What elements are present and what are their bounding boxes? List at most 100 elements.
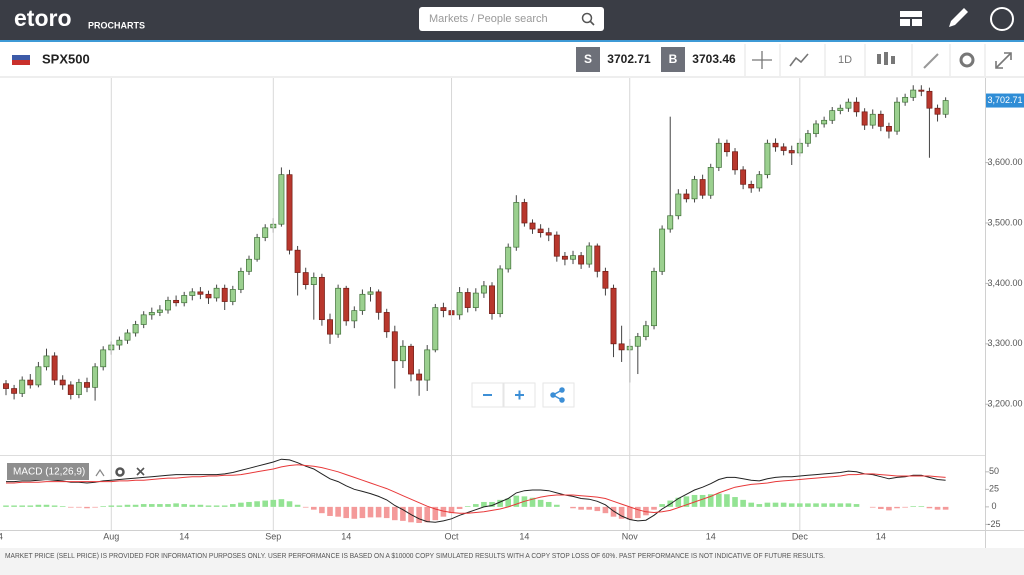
histogram-bar [626, 506, 633, 520]
search-icon-handle [589, 20, 595, 26]
candle-body [318, 277, 325, 321]
histogram-bar [732, 497, 738, 507]
candle-body [43, 355, 50, 368]
histogram-bar [497, 499, 503, 507]
histogram-bar [481, 501, 487, 507]
histogram-bar [691, 494, 698, 507]
logo[interactable]: etoro [14, 5, 72, 31]
move-up-icon[interactable] [95, 468, 105, 477]
histogram-bar [545, 501, 552, 507]
candle-body [408, 345, 414, 375]
candle-body [804, 133, 811, 144]
x-tick-label: Aug [103, 531, 119, 541]
histogram-bar [35, 504, 42, 507]
candle-body [553, 234, 560, 257]
share-button[interactable] [542, 382, 575, 408]
histogram-bar [934, 506, 941, 510]
histogram-bar [748, 502, 755, 507]
histogram-bar [392, 506, 398, 521]
candle-body [659, 228, 666, 272]
candle-body [934, 107, 941, 115]
histogram-bar [343, 506, 350, 519]
candle-body [391, 331, 398, 362]
buy-letter: B [669, 52, 678, 66]
candle-body [480, 285, 487, 294]
candle-body [294, 249, 301, 273]
histogram-bar [942, 506, 949, 510]
candle-body [675, 193, 682, 217]
search-box[interactable] [419, 7, 604, 31]
histogram-bar [440, 506, 447, 517]
histogram-bar [149, 504, 155, 507]
candle-body [910, 89, 917, 98]
indicator-settings-icon[interactable] [115, 467, 125, 477]
candle-body [221, 287, 228, 302]
indicator-label-bg[interactable] [7, 463, 89, 480]
histogram-bar [756, 504, 763, 507]
candle-body [124, 332, 131, 341]
histogram-bar [610, 506, 617, 517]
indicator-remove-icon[interactable] [136, 467, 145, 476]
candle-body [140, 314, 147, 325]
candle-body [780, 146, 787, 151]
histogram-bar [845, 503, 852, 507]
histogram-bar [505, 498, 512, 507]
histogram-bar [238, 502, 244, 507]
candle-body [699, 179, 706, 196]
draw-icon[interactable] [949, 8, 968, 27]
x-tick-label: Dec [792, 531, 809, 541]
candle-body [651, 270, 657, 327]
candle-body [764, 142, 771, 176]
histogram-bar [27, 505, 34, 507]
candle-body [189, 291, 196, 296]
candle-body [869, 113, 876, 126]
crosshair-icon[interactable] [752, 51, 772, 69]
histogram-bar [464, 506, 471, 507]
flag-stripe [12, 60, 30, 65]
histogram-bar [3, 505, 9, 507]
chart-type-icon[interactable] [789, 53, 809, 67]
candle-body [399, 345, 406, 362]
candle-body [19, 379, 26, 394]
search-icon[interactable] [581, 12, 593, 24]
candle-body [3, 383, 9, 389]
histogram-bar [772, 502, 779, 507]
candle-body [602, 270, 609, 289]
histogram-bar [246, 501, 252, 507]
candle-body [740, 169, 747, 185]
candles-icon[interactable] [877, 52, 895, 65]
profile-icon[interactable] [990, 7, 1014, 31]
x-tick-label: Nov [622, 531, 639, 541]
histogram-bar [327, 506, 333, 516]
histogram-bar [489, 501, 495, 507]
fullscreen-icon[interactable] [995, 52, 1012, 69]
search-placeholder: Markets / People search [429, 13, 548, 25]
drawing-icon[interactable] [923, 53, 939, 69]
histogram-bar [19, 505, 25, 507]
histogram-bar [351, 506, 358, 519]
histogram-bar [270, 499, 277, 507]
candle-body [885, 125, 892, 132]
histogram-bar [821, 503, 827, 507]
interval[interactable]: 1D [838, 54, 852, 66]
histogram-bar [780, 502, 787, 507]
candle-body [472, 292, 479, 308]
candle-body [100, 349, 107, 368]
layout-icon[interactable] [900, 11, 922, 26]
sell-badge[interactable] [576, 47, 600, 72]
x-tick-label: 14 [519, 531, 529, 541]
settings-icon[interactable] [959, 52, 975, 68]
candle-body [35, 366, 42, 386]
buy-badge[interactable] [661, 47, 685, 72]
candle-body [634, 336, 641, 347]
histogram-bar [448, 506, 455, 514]
candle-body [416, 373, 423, 381]
y-tick-label: 3,300.00 [987, 338, 1022, 348]
candle-body [173, 299, 180, 304]
histogram-bar [302, 506, 309, 508]
toolbar-separators [744, 44, 986, 76]
candle-body [505, 246, 512, 270]
candle-body [229, 289, 236, 302]
